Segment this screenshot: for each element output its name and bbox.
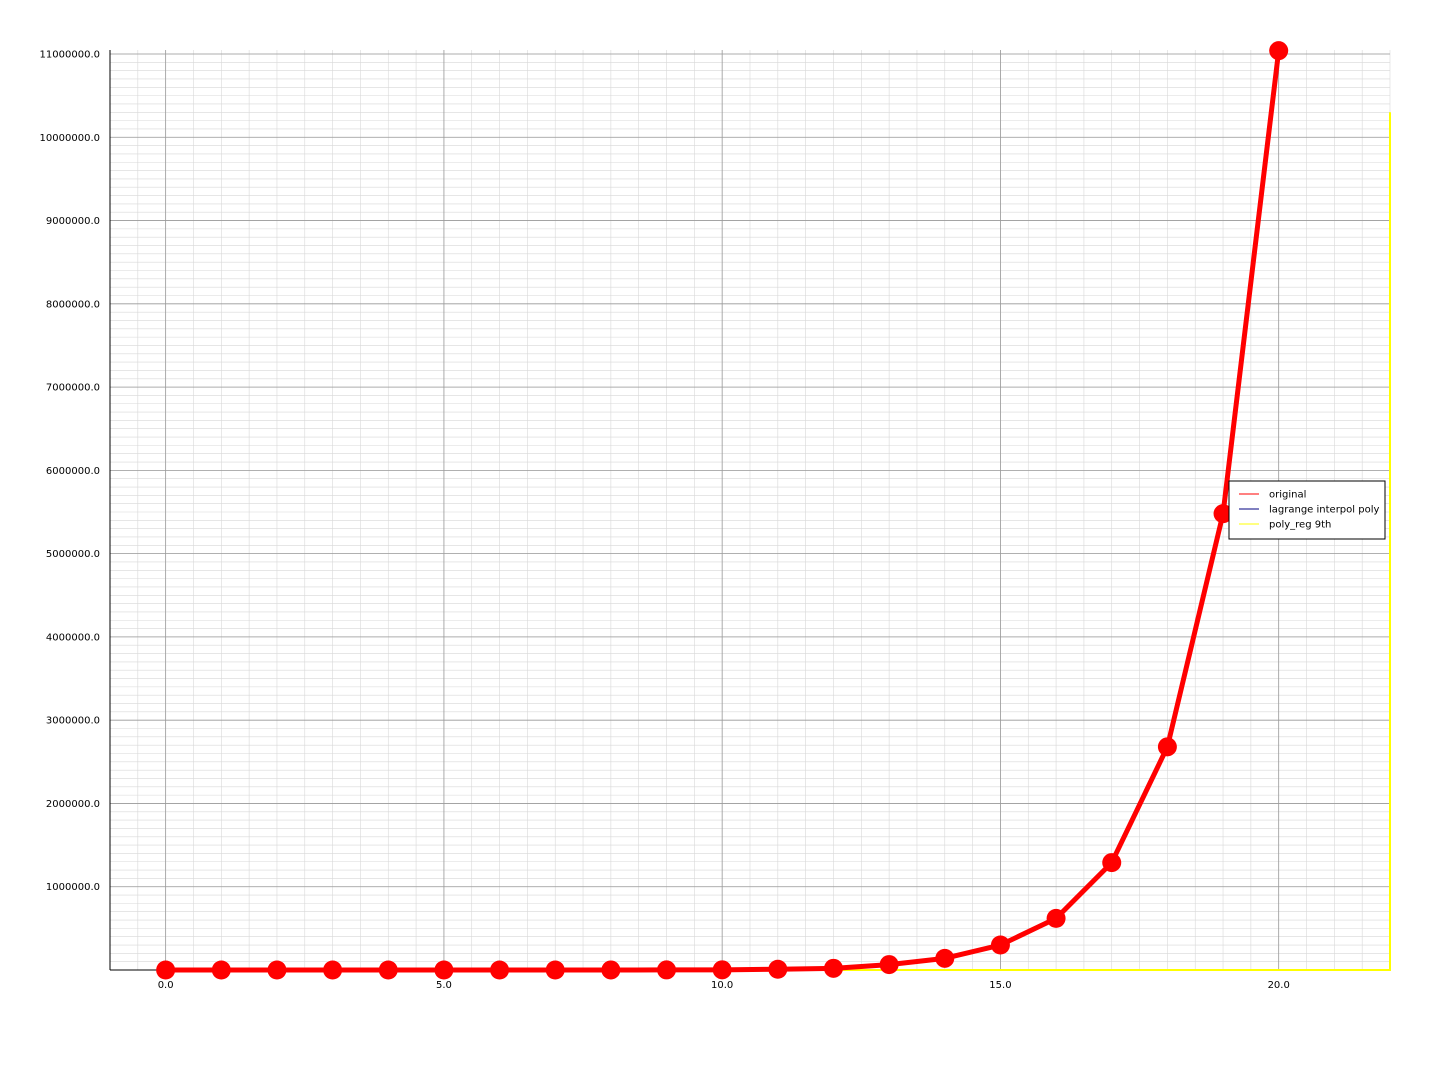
data-point-original bbox=[935, 949, 954, 968]
data-point-original bbox=[379, 960, 398, 979]
x-tick-label: 0.0 bbox=[158, 980, 174, 991]
data-point-original bbox=[601, 960, 620, 979]
y-tick-label: 3000000.0 bbox=[46, 716, 100, 727]
y-tick-label: 1000000.0 bbox=[46, 882, 100, 893]
data-point-original bbox=[323, 960, 342, 979]
data-point-original bbox=[880, 955, 899, 974]
y-tick-label: 5000000.0 bbox=[46, 549, 100, 560]
data-point-original bbox=[267, 960, 286, 979]
data-point-original bbox=[713, 960, 732, 979]
x-tick-label: 20.0 bbox=[1268, 980, 1290, 991]
y-tick-label: 6000000.0 bbox=[46, 466, 100, 477]
x-tick-label: 10.0 bbox=[711, 980, 733, 991]
data-point-original bbox=[991, 936, 1010, 955]
data-point-original bbox=[824, 959, 843, 978]
legend-label: lagrange interpol poly bbox=[1269, 505, 1379, 516]
y-tick-label: 8000000.0 bbox=[46, 299, 100, 310]
legend-label: poly_reg 9th bbox=[1269, 520, 1331, 531]
y-tick-label: 4000000.0 bbox=[46, 632, 100, 643]
data-point-original bbox=[1102, 853, 1121, 872]
data-point-original bbox=[434, 960, 453, 979]
data-point-original bbox=[156, 960, 175, 979]
data-point-original bbox=[1269, 41, 1288, 60]
y-tick-label: 2000000.0 bbox=[46, 799, 100, 810]
y-tick-label: 10000000.0 bbox=[40, 133, 100, 144]
data-point-original bbox=[1047, 909, 1066, 928]
data-point-original bbox=[546, 960, 565, 979]
x-tick-label: 15.0 bbox=[989, 980, 1011, 991]
y-tick-label: 11000000.0 bbox=[40, 50, 100, 61]
data-point-original bbox=[657, 960, 676, 979]
series-layer bbox=[156, 41, 1390, 979]
data-point-original bbox=[768, 960, 787, 979]
y-tick-label: 9000000.0 bbox=[46, 216, 100, 227]
data-point-original bbox=[212, 960, 231, 979]
data-point-original bbox=[1158, 737, 1177, 756]
y-tick-label: 7000000.0 bbox=[46, 383, 100, 394]
legend: original lagrange interpol poly poly_reg 9… bbox=[1229, 481, 1385, 539]
y-tick-labels: 1000000.0 2000000.0 3000000.0 4000000.0 5000… bbox=[40, 50, 100, 894]
minor-grid bbox=[110, 50, 1390, 970]
x-tick-labels: 0.0 5.0 10.0 15.0 20.0 bbox=[158, 980, 1290, 991]
x-tick-label: 5.0 bbox=[436, 980, 452, 991]
data-point-original bbox=[490, 960, 509, 979]
legend-label: original bbox=[1269, 490, 1306, 501]
